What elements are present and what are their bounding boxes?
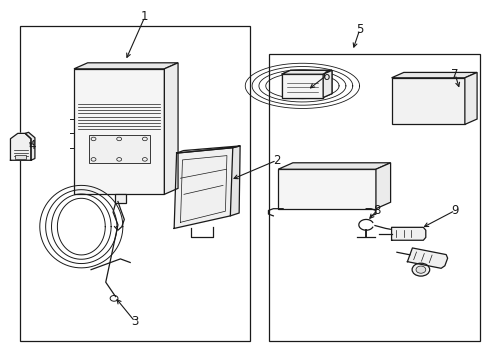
Text: 1: 1: [141, 10, 148, 23]
Text: 8: 8: [373, 204, 381, 217]
Polygon shape: [323, 70, 332, 98]
Polygon shape: [282, 70, 332, 74]
Polygon shape: [392, 72, 477, 78]
Polygon shape: [323, 70, 332, 98]
Polygon shape: [230, 146, 240, 216]
Text: 6: 6: [322, 69, 329, 82]
Bar: [20, 26, 250, 341]
Polygon shape: [174, 148, 233, 228]
Text: 5: 5: [356, 23, 364, 36]
Polygon shape: [278, 163, 391, 169]
Text: 3: 3: [131, 315, 139, 328]
Polygon shape: [176, 146, 240, 153]
Polygon shape: [376, 163, 391, 209]
Text: 2: 2: [273, 154, 280, 167]
Text: 4: 4: [29, 139, 36, 152]
Bar: [115, 194, 126, 203]
Bar: [15, 155, 26, 159]
Bar: [270, 54, 480, 341]
Polygon shape: [465, 72, 477, 125]
Circle shape: [412, 263, 430, 276]
Bar: [282, 74, 323, 98]
Polygon shape: [407, 248, 448, 268]
Polygon shape: [282, 70, 332, 74]
Bar: [89, 135, 150, 163]
Bar: [392, 78, 465, 125]
Polygon shape: [25, 132, 35, 160]
Polygon shape: [74, 63, 178, 69]
Bar: [278, 169, 376, 209]
Polygon shape: [392, 227, 426, 240]
Text: 7: 7: [451, 68, 459, 81]
Polygon shape: [10, 134, 31, 160]
Bar: [74, 69, 164, 194]
Bar: [282, 74, 323, 98]
Text: 9: 9: [451, 204, 459, 217]
Polygon shape: [164, 63, 178, 194]
Circle shape: [416, 266, 426, 273]
